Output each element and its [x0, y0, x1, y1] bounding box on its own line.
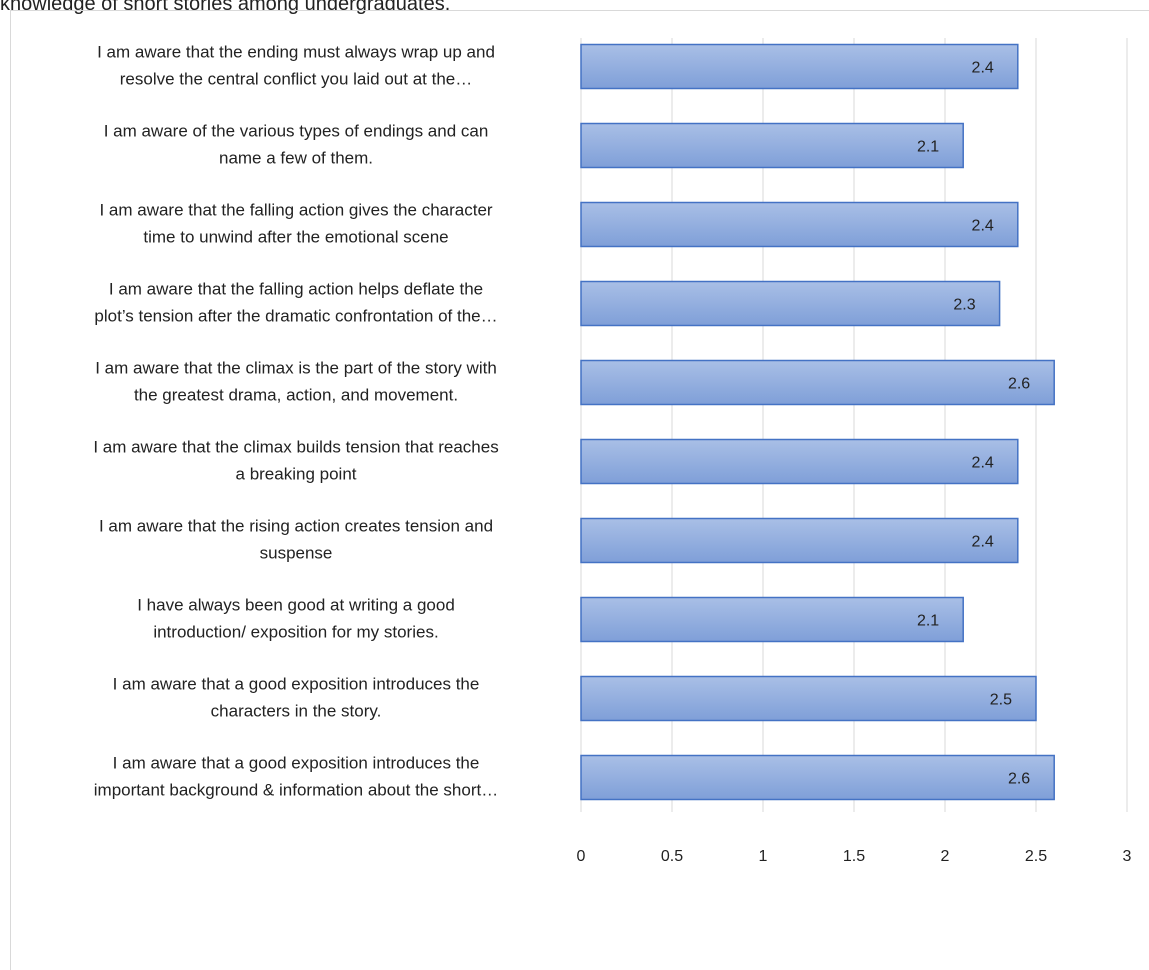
category-label-line: I am aware that a good exposition introd… — [113, 754, 480, 773]
category-label: I am aware that the climax builds tensio… — [93, 438, 498, 484]
category-label-line: I am aware of the various types of endin… — [104, 122, 489, 141]
category-label: I am aware that the rising action create… — [99, 517, 493, 563]
x-tick-label: 2 — [941, 848, 950, 865]
bars: 2.4 2.1 2.4 2.3 2.6 2.4 2.4 2.1 2.5 2.6 — [580, 43, 1055, 801]
category-label-line: name a few of them. — [219, 149, 373, 168]
data-label: 2.4 — [972, 218, 994, 235]
bar — [580, 201, 1019, 248]
category-label-line: introduction/ exposition for my stories. — [153, 623, 438, 642]
category-label-line: characters in the story. — [211, 702, 382, 721]
category-label-line: I am aware that the climax is the part o… — [95, 359, 497, 378]
category-label: I am aware that a good exposition introd… — [94, 754, 498, 800]
category-label-line: a breaking point — [236, 465, 357, 484]
category-label-line: I have always been good at writing a goo… — [137, 596, 455, 615]
category-label-line: plot’s tension after the dramatic confro… — [94, 307, 497, 326]
category-label: I am aware that the climax is the part o… — [95, 359, 497, 405]
data-label: 2.5 — [990, 692, 1012, 709]
data-label: 2.4 — [972, 455, 994, 472]
category-label-line: I am aware that the climax builds tensio… — [93, 438, 498, 457]
chart-frame — [10, 10, 1149, 970]
category-label-line: suspense — [260, 544, 333, 563]
category-label: I am aware that a good exposition introd… — [113, 675, 480, 721]
category-label: I have always been good at writing a goo… — [137, 596, 455, 642]
category-label-line: I am aware that the falling action gives… — [99, 201, 492, 220]
category-label: I am aware that the falling action helps… — [94, 280, 497, 326]
bar — [580, 517, 1019, 564]
data-label: 2.1 — [917, 139, 939, 156]
bar — [580, 596, 964, 643]
bar — [580, 675, 1037, 722]
data-label: 2.6 — [1008, 376, 1030, 393]
category-label-line: I am aware that the ending must always w… — [97, 43, 495, 62]
category-label: I am aware that the ending must always w… — [97, 43, 495, 89]
bar — [580, 438, 1019, 485]
x-axis-ticks: 0 0.5 1 1.5 2 2.5 3 — [577, 848, 1132, 865]
category-label-line: resolve the central conflict you laid ou… — [120, 70, 472, 89]
bar — [580, 122, 964, 169]
category-label: I am aware that the falling action gives… — [99, 201, 492, 247]
data-label: 2.3 — [953, 297, 975, 314]
category-label-line: important background & information about… — [94, 781, 498, 800]
bar — [580, 359, 1055, 406]
data-label: 2.4 — [972, 60, 994, 77]
category-label-line: I am aware that the falling action helps… — [109, 280, 483, 299]
data-label: 2.4 — [972, 534, 994, 551]
page-header-text: knowledge of short stories among undergr… — [0, 0, 451, 15]
x-tick-label: 0 — [577, 848, 586, 865]
x-tick-label: 1.5 — [843, 848, 865, 865]
category-label-line: I am aware that a good exposition introd… — [113, 675, 480, 694]
data-label: 2.6 — [1008, 771, 1030, 788]
bar — [580, 754, 1055, 801]
x-tick-label: 3 — [1123, 848, 1132, 865]
bar — [580, 43, 1019, 90]
x-tick-label: 2.5 — [1025, 848, 1047, 865]
bar — [580, 280, 1001, 327]
x-tick-label: 1 — [759, 848, 768, 865]
category-label-line: I am aware that the rising action create… — [99, 517, 493, 536]
category-labels: I am aware that the ending must always w… — [93, 43, 498, 800]
category-label-line: the greatest drama, action, and movement… — [134, 386, 458, 405]
category-label-line: time to unwind after the emotional scene — [143, 228, 448, 247]
x-tick-label: 0.5 — [661, 848, 683, 865]
data-label: 2.1 — [917, 613, 939, 630]
category-label: I am aware of the various types of endin… — [104, 122, 489, 168]
